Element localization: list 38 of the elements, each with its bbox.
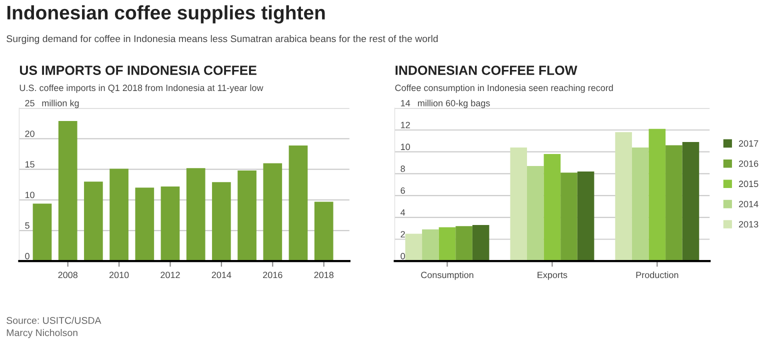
y-tick-label: 5: [25, 222, 30, 229]
y-tick-label: 25: [25, 100, 34, 106]
y-axis-title: million kg: [42, 100, 79, 108]
x-tick-label: Production: [636, 272, 678, 278]
y-tick-label: 20: [25, 130, 34, 137]
y-axis-title: million 60-kg bags: [418, 100, 490, 108]
y-tick-label: 14: [400, 100, 410, 106]
legend-label: 2017: [738, 140, 758, 147]
y-tick-label: 10: [400, 144, 410, 150]
y-tick-label: 15: [25, 161, 34, 168]
chart-subtitle: Coffee consumption in Indonesia seen reaching record: [395, 84, 613, 93]
chart-subtitle: U.S. coffee imports in Q1 2018 from Indonesia at 11-year low: [20, 84, 264, 93]
chart-title: INDONESIAN COFFEE FLOW: [396, 66, 578, 75]
chart-title: US IMPORTS OF INDONESIA COFFEE: [20, 66, 256, 75]
y-tick-label: 2: [400, 231, 405, 238]
y-tick-label: 12: [400, 122, 410, 128]
x-tick-label: 2010: [109, 272, 129, 278]
source-note: Source: USITC/USDA: [6, 316, 102, 324]
x-tick-label: Exports: [538, 272, 568, 280]
x-tick-label: Consumption: [421, 272, 474, 280]
legend-label: 2016: [738, 160, 758, 167]
y-tick-label: 10: [25, 192, 34, 198]
y-tick-label: 6: [400, 187, 405, 194]
text: Surging demand for coffee in Indonesia means less Sumatran arabica beans for the rest of the world: [6, 35, 438, 44]
y-tick-label: 4: [400, 209, 406, 216]
legend-label: 2013: [738, 221, 758, 228]
x-tick-label: 2018: [314, 272, 334, 278]
legend-label: 2015: [738, 180, 758, 188]
x-tick-label: 2014: [212, 272, 232, 278]
text: Marcy Nicholson: [6, 329, 78, 338]
y-tick-label: 8: [400, 166, 405, 172]
x-tick-label: 2012: [160, 272, 180, 278]
legend-label: 2014: [738, 200, 758, 208]
x-tick-label: 2008: [58, 272, 78, 278]
y-tick-label: 0: [25, 252, 30, 260]
x-tick-label: 2016: [263, 272, 282, 278]
y-tick-label: 0: [400, 252, 405, 260]
text: Indonesian coffee supplies tighten: [7, 5, 325, 24]
